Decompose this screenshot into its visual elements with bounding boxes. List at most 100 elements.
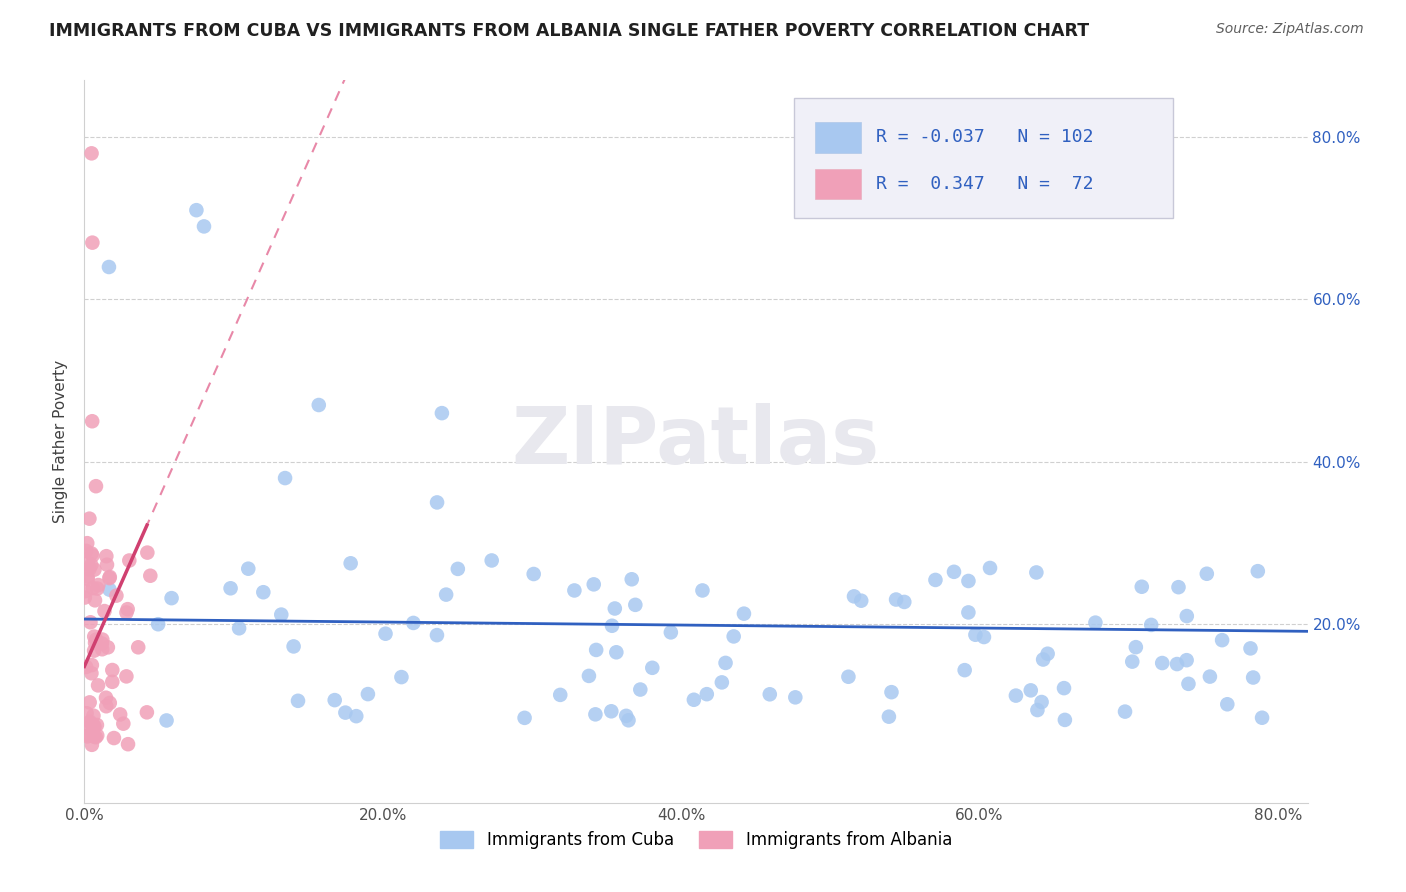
Point bbox=[1031, 695, 1053, 709]
Point bbox=[101, 674, 124, 689]
Point bbox=[75, 584, 97, 599]
Point bbox=[600, 704, 623, 718]
Point bbox=[83, 563, 105, 577]
Point bbox=[155, 714, 177, 728]
Point bbox=[90, 636, 112, 650]
Point bbox=[614, 709, 637, 723]
Point bbox=[96, 558, 118, 572]
Legend: Immigrants from Cuba, Immigrants from Albania: Immigrants from Cuba, Immigrants from Al… bbox=[433, 824, 959, 856]
Point bbox=[84, 730, 107, 744]
Text: R = -0.037   N = 102: R = -0.037 N = 102 bbox=[876, 128, 1094, 145]
Point bbox=[447, 562, 470, 576]
Point bbox=[877, 709, 900, 723]
Point bbox=[710, 675, 733, 690]
Point bbox=[1114, 705, 1136, 719]
Point bbox=[84, 632, 107, 647]
Point bbox=[943, 565, 966, 579]
Point bbox=[86, 718, 108, 732]
Point bbox=[136, 546, 159, 560]
Point bbox=[957, 574, 980, 588]
Point bbox=[84, 636, 107, 650]
Point bbox=[973, 630, 995, 644]
Point bbox=[523, 566, 546, 581]
Point bbox=[1251, 711, 1274, 725]
Point bbox=[578, 669, 600, 683]
Point bbox=[1211, 633, 1233, 648]
Point bbox=[965, 628, 987, 642]
Point bbox=[96, 549, 118, 564]
Point bbox=[842, 590, 865, 604]
Point bbox=[75, 544, 97, 558]
Point bbox=[82, 235, 104, 250]
Point bbox=[357, 687, 380, 701]
Point bbox=[77, 728, 100, 742]
Point bbox=[76, 557, 98, 571]
Point bbox=[228, 621, 250, 635]
Point bbox=[83, 630, 105, 644]
Point bbox=[84, 593, 107, 607]
Point bbox=[374, 626, 396, 640]
Point bbox=[1140, 618, 1163, 632]
Point bbox=[624, 598, 647, 612]
Point bbox=[98, 582, 121, 597]
Point bbox=[146, 617, 169, 632]
Point bbox=[83, 720, 105, 734]
Point bbox=[76, 572, 98, 586]
Point bbox=[83, 643, 105, 657]
Point bbox=[1152, 656, 1174, 670]
Point bbox=[80, 738, 103, 752]
FancyBboxPatch shape bbox=[794, 98, 1173, 218]
Point bbox=[430, 406, 453, 420]
Point bbox=[274, 471, 297, 485]
Point bbox=[583, 707, 606, 722]
Point bbox=[620, 572, 643, 586]
Point bbox=[108, 707, 131, 722]
Point bbox=[82, 708, 104, 723]
Point bbox=[1130, 580, 1153, 594]
Point bbox=[1053, 713, 1076, 727]
Point bbox=[733, 607, 755, 621]
Point bbox=[323, 693, 346, 707]
Point bbox=[1084, 615, 1107, 630]
Point bbox=[1239, 641, 1261, 656]
Point bbox=[82, 581, 104, 595]
Point bbox=[98, 571, 121, 585]
Point bbox=[103, 731, 125, 745]
Point bbox=[115, 606, 138, 620]
Point bbox=[605, 645, 627, 659]
Point bbox=[1036, 647, 1059, 661]
Point bbox=[79, 511, 101, 525]
Point bbox=[1032, 652, 1054, 666]
Point bbox=[1121, 655, 1143, 669]
Point bbox=[1167, 580, 1189, 594]
Point bbox=[335, 706, 357, 720]
Point bbox=[127, 640, 149, 655]
Point bbox=[287, 694, 309, 708]
Point bbox=[86, 582, 108, 596]
Point bbox=[97, 260, 120, 274]
Point bbox=[1175, 653, 1198, 667]
Point bbox=[1025, 566, 1047, 580]
Point bbox=[87, 678, 110, 692]
Point bbox=[112, 716, 135, 731]
Point bbox=[957, 606, 980, 620]
Point bbox=[714, 656, 737, 670]
Point bbox=[80, 558, 103, 572]
Point bbox=[1026, 703, 1049, 717]
Point bbox=[76, 730, 98, 744]
Point bbox=[979, 561, 1001, 575]
Point bbox=[628, 682, 651, 697]
Point bbox=[80, 146, 103, 161]
Point bbox=[96, 699, 118, 714]
Point bbox=[426, 495, 449, 509]
Text: R =  0.347   N =  72: R = 0.347 N = 72 bbox=[876, 175, 1094, 193]
Point bbox=[617, 713, 640, 727]
Point bbox=[481, 553, 503, 567]
Point bbox=[160, 591, 183, 606]
Point bbox=[283, 640, 305, 654]
Point bbox=[135, 706, 157, 720]
Point bbox=[884, 592, 907, 607]
Point bbox=[79, 562, 101, 576]
Point bbox=[115, 669, 138, 683]
Point bbox=[683, 692, 706, 706]
